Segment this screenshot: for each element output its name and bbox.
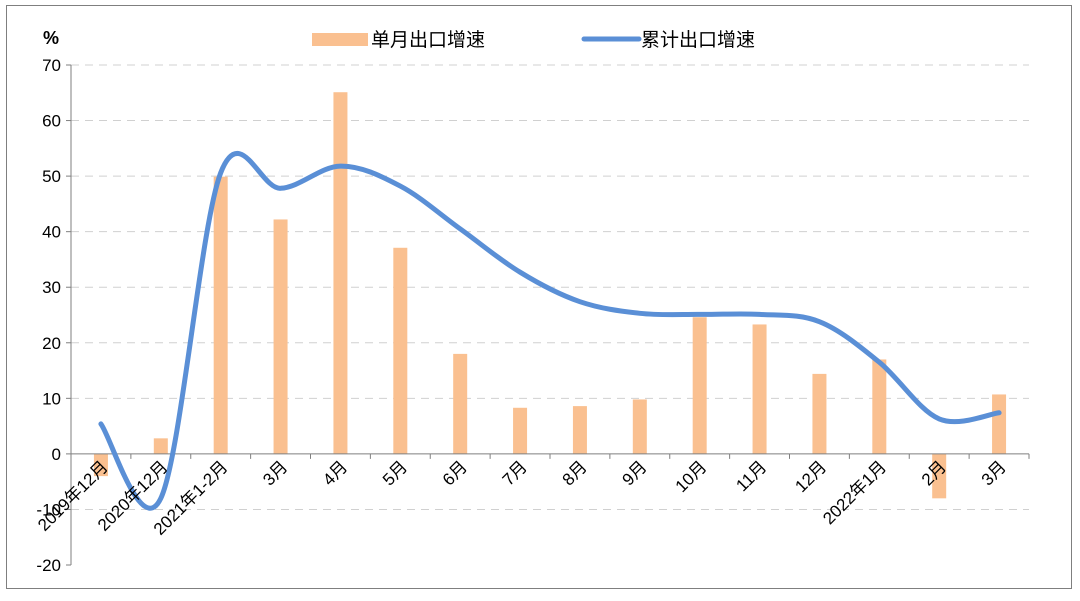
bar-monthly-export-growth xyxy=(153,438,168,454)
bar-monthly-export-growth xyxy=(93,453,108,477)
y-tick-label: 30 xyxy=(42,278,61,297)
bar-monthly-export-growth xyxy=(752,324,767,454)
x-tick-label: 5月 xyxy=(379,457,411,489)
bar-monthly-export-growth xyxy=(992,394,1007,454)
bar-monthly-export-growth xyxy=(393,247,408,454)
line-cumulative-export-growth xyxy=(98,151,1002,511)
y-tick-label: -10 xyxy=(36,500,61,519)
bar-monthly-export-growth xyxy=(333,92,348,454)
x-tick-label: 4月 xyxy=(319,457,351,489)
x-tick-label: 9月 xyxy=(618,457,650,489)
y-tick-label: 40 xyxy=(42,223,61,242)
y-tick-label: 0 xyxy=(52,445,61,464)
y-tick-label: -20 xyxy=(36,556,61,575)
bar-monthly-export-growth xyxy=(692,317,707,454)
bar-monthly-export-growth xyxy=(213,176,228,454)
x-tick-label: 3月 xyxy=(259,457,291,489)
line-series-layer xyxy=(98,151,1002,511)
y-tick-label: 20 xyxy=(42,334,61,353)
bar-monthly-export-growth xyxy=(273,219,288,454)
x-tick-label: 10月 xyxy=(672,457,711,496)
x-tick-label: 3月 xyxy=(978,457,1010,489)
y-tick-label: 50 xyxy=(42,167,61,186)
bar-monthly-export-growth xyxy=(513,407,528,454)
grid-layer xyxy=(71,64,1029,510)
y-tick-label: 10 xyxy=(42,389,61,408)
x-tick-label: 8月 xyxy=(559,457,591,489)
bar-monthly-export-growth xyxy=(812,373,827,454)
legend-swatch-monthly xyxy=(312,33,368,46)
x-tick-label: 6月 xyxy=(439,457,471,489)
axis-layer xyxy=(70,65,1030,565)
legend-label-monthly: 单月出口增速 xyxy=(371,29,485,51)
y-tick-label: 70 xyxy=(42,56,61,75)
y-tick-label: 60 xyxy=(42,112,61,131)
x-tick-label: 2022年1月 xyxy=(819,457,890,528)
x-tick-label: 12月 xyxy=(791,457,830,496)
bar-monthly-export-growth xyxy=(872,359,887,454)
y-tick-labels: -20 -10 0 10 20 30 40 50 60 70 xyxy=(36,56,71,575)
bar-monthly-export-growth xyxy=(453,353,468,454)
x-tick-label: 11月 xyxy=(732,457,770,495)
bar-monthly-export-growth xyxy=(572,406,587,454)
chart-frame: -20 -10 0 10 20 30 40 50 60 70 2019年12月 2020年12月 20… xyxy=(6,5,1072,589)
bar-monthly-export-growth xyxy=(632,399,647,454)
y-unit-label: % xyxy=(43,28,59,48)
bar-series-layer xyxy=(93,92,1007,499)
legend-label-cumulative: 累计出口增速 xyxy=(641,29,755,51)
bar-monthly-export-growth xyxy=(932,453,947,499)
legend: 单月出口增速 累计出口增速 xyxy=(312,29,755,51)
x-tick-label: 7月 xyxy=(499,457,531,489)
